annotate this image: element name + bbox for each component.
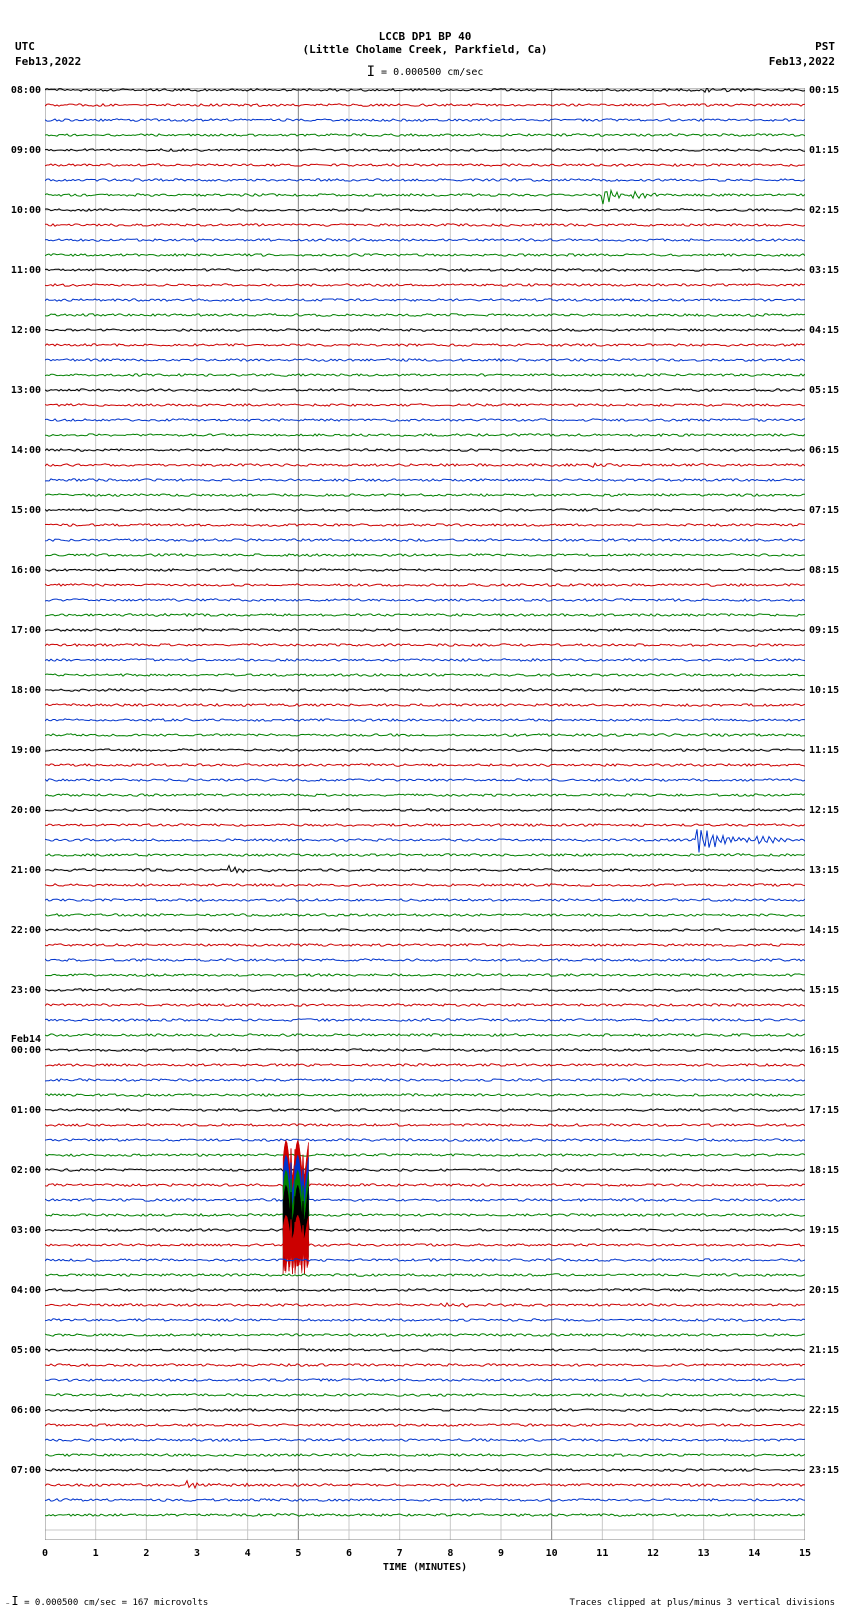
plot-area — [45, 88, 805, 1540]
x-tick-label: 10 — [546, 1548, 558, 1559]
x-tick-label: 0 — [42, 1548, 48, 1559]
x-tick-label: 2 — [143, 1548, 149, 1559]
left-timezone: UTC — [15, 40, 35, 53]
x-tick-label: 4 — [245, 1548, 251, 1559]
pst-hour-label: 18:15 — [809, 1165, 839, 1176]
left-time-labels: 08:00 09:00 10:00 11:00 12:00 13:00 14:00 15:00… — [0, 88, 43, 1540]
utc-hour-label: 01:00 — [11, 1105, 41, 1116]
utc-hour-label: 19:00 — [11, 745, 41, 756]
seismogram-svg — [45, 88, 805, 1540]
x-axis-title: TIME (MINUTES) — [383, 1562, 467, 1573]
utc-hour-label: 17:00 — [11, 625, 41, 636]
x-axis: 0123456789101112131415 TIME (MINUTES) — [45, 1540, 805, 1580]
utc-hour-label: 21:00 — [11, 865, 41, 876]
footer-left: ₋I = 0.000500 cm/sec = 167 microvolts — [5, 1594, 208, 1608]
title: LCCB DP1 BP 40 (Little Cholame Creek, Pa… — [302, 30, 547, 56]
pst-hour-label: 20:15 — [809, 1285, 839, 1296]
pst-hour-label: 15:15 — [809, 985, 839, 996]
header: UTC Feb13,2022 LCCB DP1 BP 40 (Little Ch… — [0, 0, 850, 80]
footer-right: Traces clipped at plus/minus 3 vertical … — [569, 1598, 835, 1608]
x-tick-label: 8 — [447, 1548, 453, 1559]
pst-hour-label: 06:15 — [809, 445, 839, 456]
pst-hour-label: 14:15 — [809, 925, 839, 936]
utc-hour-label: 09:00 — [11, 145, 41, 156]
utc-hour-label: 04:00 — [11, 1285, 41, 1296]
utc-hour-label: 14:00 — [11, 445, 41, 456]
x-tick-label: 9 — [498, 1548, 504, 1559]
scale-indicator: I = 0.000500 cm/sec — [367, 64, 484, 80]
utc-hour-label: 06:00 — [11, 1405, 41, 1416]
utc-hour-label: 16:00 — [11, 565, 41, 576]
pst-hour-label: 04:15 — [809, 325, 839, 336]
pst-hour-label: 12:15 — [809, 805, 839, 816]
x-tick-label: 3 — [194, 1548, 200, 1559]
x-tick-label: 1 — [93, 1548, 99, 1559]
utc-hour-label: 20:00 — [11, 805, 41, 816]
utc-hour-label: 08:00 — [11, 85, 41, 96]
pst-hour-label: 11:15 — [809, 745, 839, 756]
pst-hour-label: 23:15 — [809, 1465, 839, 1476]
pst-hour-label: 03:15 — [809, 265, 839, 276]
seismogram-container: UTC Feb13,2022 LCCB DP1 BP 40 (Little Ch… — [0, 0, 850, 1613]
x-tick-label: 6 — [346, 1548, 352, 1559]
pst-hour-label: 08:15 — [809, 565, 839, 576]
title-line1: LCCB DP1 BP 40 — [302, 30, 547, 43]
pst-hour-label: 22:15 — [809, 1405, 839, 1416]
x-tick-label: 12 — [647, 1548, 659, 1559]
x-tick-label: 15 — [799, 1548, 811, 1559]
utc-hour-label: 22:00 — [11, 925, 41, 936]
pst-hour-label: 05:15 — [809, 385, 839, 396]
pst-hour-label: 02:15 — [809, 205, 839, 216]
utc-hour-label: 02:00 — [11, 1165, 41, 1176]
utc-hour-label: 03:00 — [11, 1225, 41, 1236]
right-time-labels: 00:15 01:15 02:15 03:15 04:15 05:15 06:15 07:15… — [807, 88, 850, 1540]
right-date: Feb13,2022 — [769, 55, 835, 68]
left-date: Feb13,2022 — [15, 55, 81, 68]
x-tick-label: 7 — [397, 1548, 403, 1559]
title-line2: (Little Cholame Creek, Parkfield, Ca) — [302, 43, 547, 56]
x-tick-label: 5 — [295, 1548, 301, 1559]
pst-hour-label: 17:15 — [809, 1105, 839, 1116]
utc-hour-label: 07:00 — [11, 1465, 41, 1476]
x-tick-label: 11 — [596, 1548, 608, 1559]
pst-hour-label: 21:15 — [809, 1345, 839, 1356]
utc-hour-label: 13:00 — [11, 385, 41, 396]
pst-hour-label: 07:15 — [809, 505, 839, 516]
utc-hour-label: 10:00 — [11, 205, 41, 216]
pst-hour-label: 01:15 — [809, 145, 839, 156]
right-timezone: PST — [815, 40, 835, 53]
utc-hour-label: 12:00 — [11, 325, 41, 336]
day-boundary-label: Feb14 — [11, 1034, 41, 1045]
x-tick-label: 13 — [698, 1548, 710, 1559]
pst-hour-label: 16:15 — [809, 1045, 839, 1056]
utc-hour-label: 11:00 — [11, 265, 41, 276]
utc-hour-label: 18:00 — [11, 685, 41, 696]
pst-hour-label: 00:15 — [809, 85, 839, 96]
utc-hour-label: 00:00 — [11, 1045, 41, 1056]
utc-hour-label: 15:00 — [11, 505, 41, 516]
pst-hour-label: 09:15 — [809, 625, 839, 636]
utc-hour-label: 05:00 — [11, 1345, 41, 1356]
pst-hour-label: 13:15 — [809, 865, 839, 876]
utc-hour-label: 23:00 — [11, 985, 41, 996]
pst-hour-label: 19:15 — [809, 1225, 839, 1236]
x-tick-label: 14 — [748, 1548, 760, 1559]
pst-hour-label: 10:15 — [809, 685, 839, 696]
